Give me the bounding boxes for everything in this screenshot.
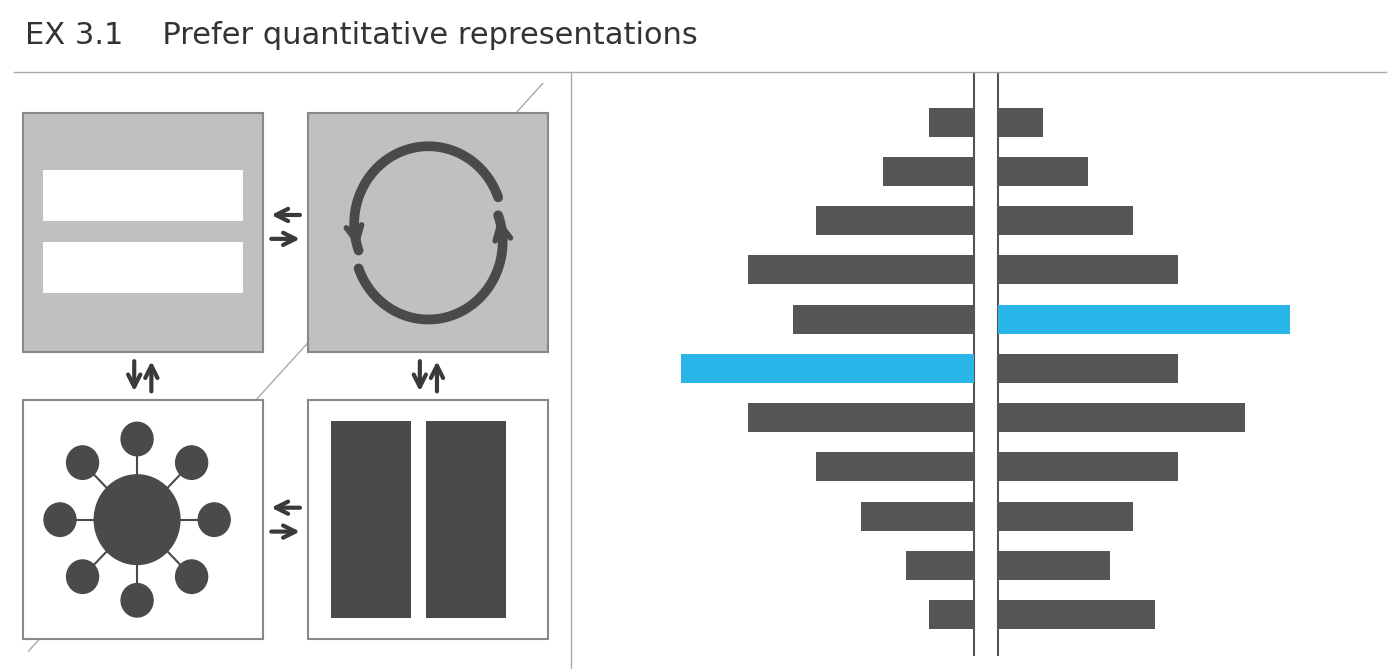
Bar	[426, 421, 505, 618]
Bar	[928, 600, 973, 629]
Bar	[998, 452, 1177, 482]
Bar	[22, 400, 263, 639]
Bar	[906, 551, 973, 580]
Bar	[998, 403, 1246, 432]
Bar	[998, 256, 1177, 284]
Bar	[680, 354, 973, 383]
Bar	[998, 551, 1110, 580]
Circle shape	[199, 503, 230, 537]
Bar	[749, 403, 973, 432]
Circle shape	[175, 560, 207, 593]
Circle shape	[67, 560, 98, 593]
Bar	[998, 108, 1043, 136]
Bar	[749, 256, 973, 284]
Bar	[816, 206, 973, 235]
Bar	[998, 600, 1155, 629]
Bar	[308, 114, 549, 353]
Bar	[22, 114, 263, 353]
Bar	[998, 354, 1177, 383]
Bar	[43, 170, 242, 221]
Bar	[998, 304, 1291, 334]
Circle shape	[43, 503, 76, 537]
Bar	[332, 421, 412, 618]
Bar	[998, 157, 1088, 186]
Circle shape	[120, 422, 153, 456]
Bar	[816, 452, 973, 482]
Circle shape	[120, 583, 153, 617]
Bar	[308, 400, 549, 639]
Bar	[794, 304, 973, 334]
Bar	[928, 108, 973, 136]
Bar	[43, 242, 242, 292]
Bar	[883, 157, 973, 186]
Text: EX 3.1    Prefer quantitative representations: EX 3.1 Prefer quantitative representatio…	[25, 21, 699, 50]
Bar	[998, 206, 1133, 235]
Circle shape	[94, 475, 181, 565]
Circle shape	[175, 446, 207, 480]
Bar	[861, 502, 973, 531]
Circle shape	[67, 446, 98, 480]
Bar	[998, 502, 1133, 531]
